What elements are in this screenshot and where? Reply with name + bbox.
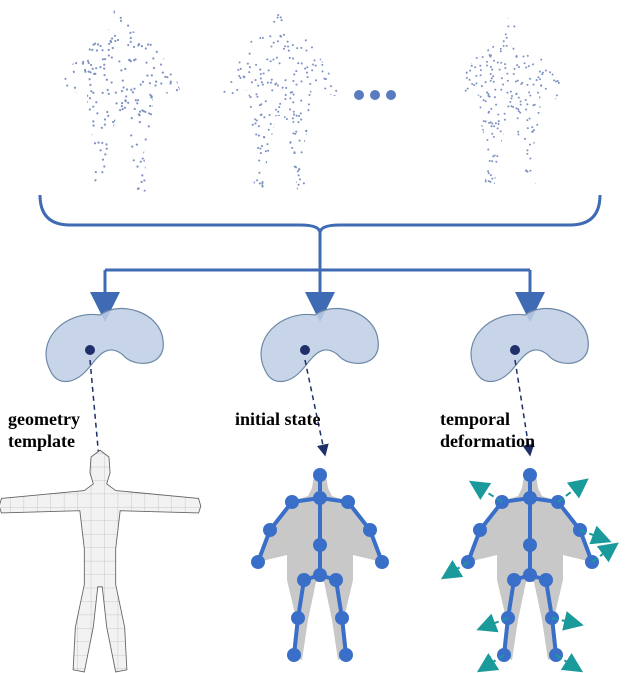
joint-lshld	[285, 495, 299, 509]
latent-point	[510, 345, 520, 355]
pipeline-figure: geometrytemplate initial state temporaldef…	[0, 0, 640, 673]
deformation-arrow	[446, 562, 468, 576]
pointcloud-human	[49, 0, 191, 196]
label-temporal-deformation: deformation	[440, 431, 535, 451]
latent-blob	[46, 308, 163, 381]
joint-pelvis	[523, 568, 537, 582]
ellipsis-dot	[354, 90, 364, 100]
deformation-arrow	[482, 655, 504, 669]
joint-relb	[363, 523, 377, 537]
latent-blob	[261, 308, 378, 381]
joint-lelb	[473, 523, 487, 537]
joint-neck	[313, 491, 327, 505]
latent-point	[300, 345, 310, 355]
deformation-arrow	[558, 482, 584, 502]
joint-spine	[313, 538, 327, 552]
skeleton-temporal	[446, 468, 614, 669]
grouping-bracket	[40, 195, 600, 233]
joint-lhand	[251, 555, 265, 569]
joint-lelb	[263, 523, 277, 537]
label-geometry-template: template	[8, 431, 75, 451]
ellipsis-dot	[386, 90, 396, 100]
joint-spine	[523, 538, 537, 552]
joint-lhip	[297, 573, 311, 587]
dashed-arrow	[305, 360, 325, 455]
pointcloud-human	[213, 0, 347, 191]
joint-rhand	[375, 555, 389, 569]
template-body	[0, 450, 201, 672]
joint-head	[313, 468, 327, 482]
deformation-arrow	[474, 484, 502, 502]
ellipsis-dot	[370, 90, 380, 100]
label-geometry-template: geometry	[8, 409, 80, 429]
joint-lank	[287, 648, 301, 662]
joint-pelvis	[313, 568, 327, 582]
joint-rshld	[341, 495, 355, 509]
deformation-arrow	[592, 546, 614, 562]
skeleton-initial	[251, 468, 389, 662]
joint-rank	[339, 648, 353, 662]
joint-lhip	[507, 573, 521, 587]
deformation-arrow	[556, 655, 578, 669]
joint-neck	[523, 491, 537, 505]
pointcloud-human	[445, 7, 575, 193]
latent-point	[85, 345, 95, 355]
joint-rknee	[335, 611, 349, 625]
joint-head	[523, 468, 537, 482]
joint-lknee	[291, 611, 305, 625]
joint-rhip	[539, 573, 553, 587]
label-temporal-deformation: temporal	[440, 409, 510, 429]
joint-rhip	[329, 573, 343, 587]
latent-blob	[471, 308, 588, 381]
label-initial-state: initial state	[235, 409, 321, 429]
